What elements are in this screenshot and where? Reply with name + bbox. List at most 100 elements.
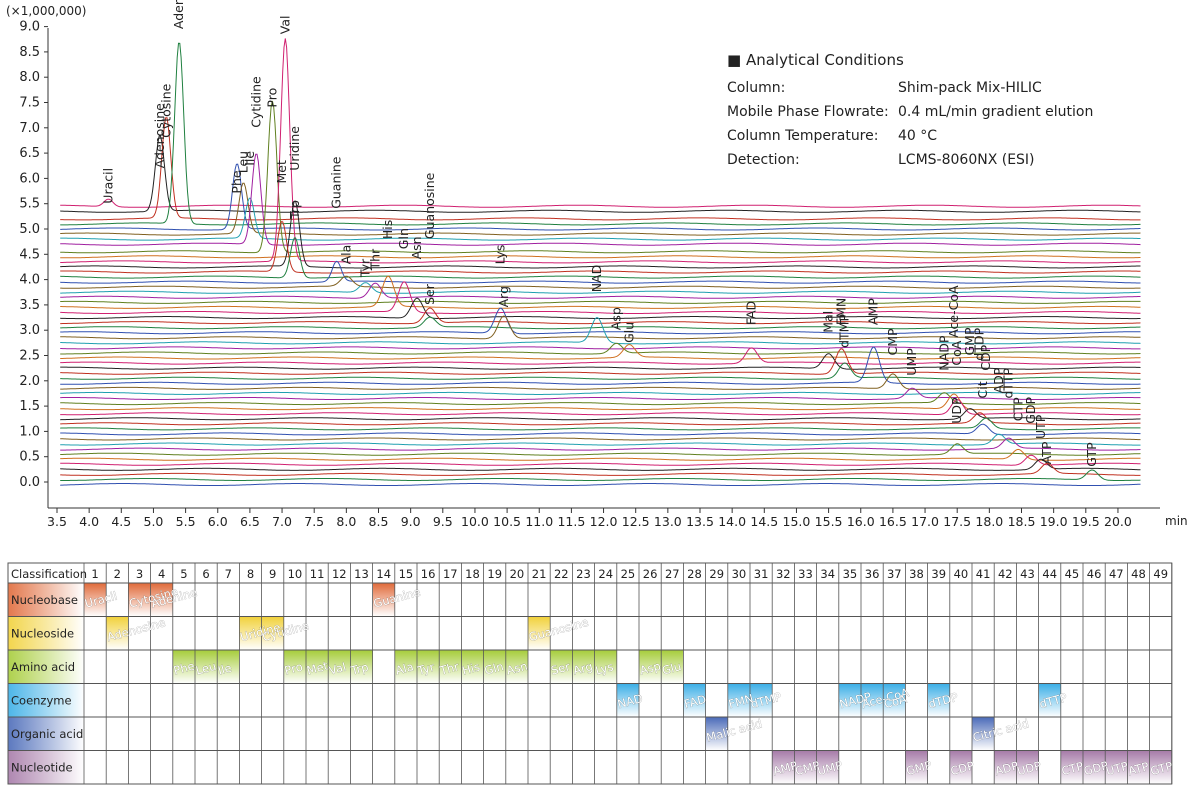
compound-label: Citric acid	[971, 716, 1030, 744]
chromatogram-trace	[60, 316, 1141, 330]
peak-label: ADP	[991, 367, 1006, 393]
x-tick-label: 14.5	[750, 514, 778, 529]
chromatogram-trace	[60, 391, 1141, 395]
peak-label: Trp	[287, 200, 302, 220]
chromatogram-trace	[60, 163, 1141, 231]
compound-cell	[816, 750, 839, 784]
compound-label: Tyr	[415, 660, 436, 678]
compound-cell	[727, 683, 750, 717]
column-number: 14	[376, 567, 391, 581]
row-label: Coenzyme	[11, 693, 72, 707]
x-tick-label: 3.5	[47, 514, 67, 529]
column-number: 3	[136, 567, 143, 581]
row-label-bg	[8, 683, 84, 717]
x-tick-label: 17.5	[943, 514, 971, 529]
peak-label: CTP	[1010, 397, 1025, 421]
classification-header: Classification	[11, 567, 87, 581]
y-tick-label: 1.0	[19, 424, 40, 439]
compound-cell	[927, 683, 950, 717]
compound-cell	[994, 750, 1017, 784]
y-tick-label: 4.0	[19, 273, 40, 288]
column-number: 12	[332, 567, 347, 581]
x-tick-label: 19.0	[1040, 514, 1068, 529]
x-tick-label: 4.0	[79, 514, 99, 529]
peak-label: Val	[277, 15, 292, 34]
compound-cell	[1105, 750, 1128, 784]
chromatogram-trace	[60, 281, 1141, 314]
peak-label: Thr	[367, 248, 382, 271]
peak-label: NADP	[936, 335, 951, 371]
compound-label: Val	[327, 660, 347, 678]
chromatogram-trace	[60, 198, 1141, 208]
y-tick-label: 0.0	[19, 475, 40, 490]
row-label-bg	[8, 650, 84, 684]
chromatogram-trace	[60, 135, 1141, 213]
column-number: 9	[269, 567, 276, 581]
compound-cell	[128, 583, 151, 617]
peak-label: GTP	[1084, 442, 1099, 467]
peak-label: Asp	[608, 307, 623, 330]
column-number: 2	[114, 567, 121, 581]
x-tick-label: 9.5	[433, 514, 453, 529]
x-tick-label: 6.0	[208, 514, 228, 529]
chromatogram-trace	[60, 387, 1141, 400]
compound-cell	[661, 650, 684, 684]
peak-label: CDP	[978, 344, 993, 370]
conditions-rows: Column: Shim-pack Mix-HILIC Mobile Phase F…	[727, 76, 1093, 172]
x-tick-label: 13.0	[654, 514, 682, 529]
column-number: 44	[1042, 567, 1057, 581]
chromatogram-trace	[60, 362, 1141, 380]
column-number: 13	[354, 567, 369, 581]
compound-label: Gln	[483, 659, 505, 678]
peak-label: CMP	[885, 328, 900, 356]
chromatogram-trace	[60, 117, 1141, 221]
chromatogram-trace	[60, 344, 1141, 360]
peak-label: Gln	[396, 228, 411, 249]
column-number: 36	[865, 567, 880, 581]
column-number: 28	[687, 567, 702, 581]
compound-cell	[550, 650, 573, 684]
column-number: 38	[909, 567, 924, 581]
column-number: 5	[180, 567, 187, 581]
column-number: 33	[798, 567, 813, 581]
chromatogram-trace	[60, 200, 1141, 269]
column-number: 21	[532, 567, 547, 581]
peak-label: dTMP	[837, 314, 852, 348]
x-tick-label: 14.0	[718, 514, 746, 529]
compound-cell	[483, 650, 506, 684]
column-number: 7	[225, 567, 232, 581]
compound-cell	[417, 650, 440, 684]
compound-cell	[195, 650, 218, 684]
row-label-bg	[8, 717, 84, 751]
compound-cell	[505, 650, 528, 684]
condition-row: Detection: LCMS-8060NX (ESI)	[727, 148, 1093, 172]
y-tick-label: 3.5	[19, 298, 40, 313]
chromatogram-trace	[60, 454, 1141, 466]
x-tick-label: 19.5	[1072, 514, 1100, 529]
peak-label: Pro	[264, 88, 279, 108]
compound-label: Asp	[638, 659, 662, 678]
x-tick-label: 7.5	[304, 514, 324, 529]
x-tick-label: 10.5	[493, 514, 521, 529]
compound-label: dTDP	[927, 690, 960, 711]
condition-value: 0.4 mL/min gradient elution	[898, 104, 1094, 120]
x-unit-label: min	[1165, 514, 1188, 528]
column-number: 20	[510, 567, 525, 581]
compound-label: His	[461, 660, 482, 678]
column-number: 31	[754, 567, 769, 581]
chromatogram-trace	[60, 483, 1141, 486]
compound-cell	[772, 750, 795, 784]
chromatogram-trace	[60, 275, 1141, 289]
compound-label: Trp	[349, 660, 370, 678]
y-axis-ticks: 9.0 8.5 8.0 7.5 7.0 6.5 6.0 5.5 5.0 4.5 4.0 3.5 3.0 2…	[19, 20, 48, 490]
column-number: 10	[288, 567, 303, 581]
trace-layer	[60, 38, 1141, 486]
compound-label: Phe	[172, 659, 196, 678]
column-number: 39	[931, 567, 946, 581]
compound-label: AMP	[771, 758, 799, 778]
row-label-bg	[8, 750, 84, 784]
compound-cell	[372, 583, 395, 617]
x-tick-label: 17.0	[911, 514, 939, 529]
compound-cell	[905, 750, 928, 784]
